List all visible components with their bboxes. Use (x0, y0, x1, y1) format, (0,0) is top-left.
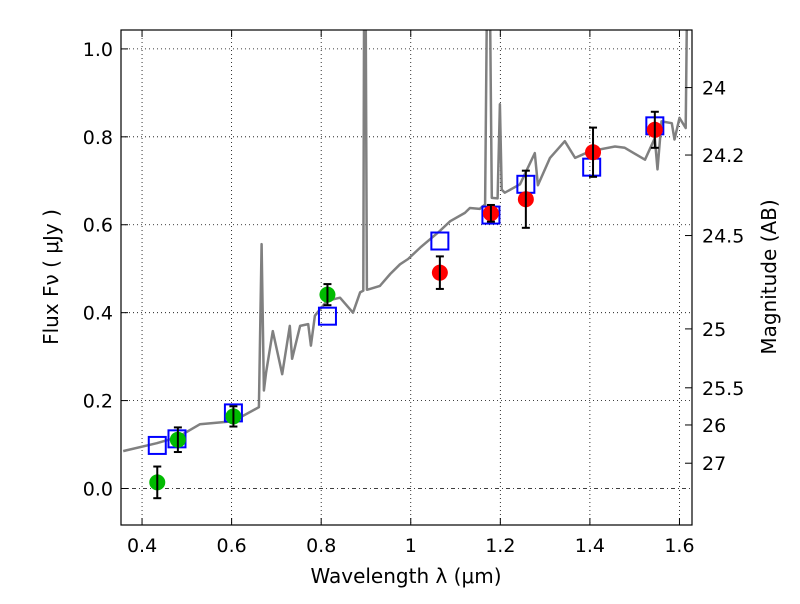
y-tick-label: 1.0 (83, 39, 113, 61)
y-axis-right-label: Magnitude (AB) (757, 199, 781, 354)
spectrum-line (122, 30, 689, 453)
axes: 0.4 0.6 0.8 1 1.2 1.4 1.6 0.0 0.2 0.4 0.6 0.8 1.0 24 2… (83, 30, 744, 557)
model-square (317, 306, 337, 326)
y-tick-label: 0.8 (83, 127, 113, 149)
y-axis-label: Flux Fν ( μJy ) (39, 209, 63, 345)
right-tick-label: 25.5 (702, 378, 744, 400)
x-axis-label: Wavelength λ (μm) (310, 564, 501, 588)
y-tick-label: 0.2 (83, 391, 113, 413)
y-tick-label: 0.0 (83, 479, 113, 501)
right-tick-label: 27 (702, 453, 726, 475)
x-tick-label: 1 (405, 535, 417, 557)
grid (121, 30, 692, 525)
x-tick-label: 1.6 (664, 535, 694, 557)
x-tick-label: 0.6 (217, 535, 247, 557)
model-square (582, 157, 602, 177)
right-tick-label: 24.2 (702, 145, 744, 167)
plot-area (122, 30, 689, 500)
model-square (430, 231, 450, 251)
x-tick-label: 1.2 (485, 535, 515, 557)
y-tick-label: 0.4 (83, 303, 113, 325)
right-tick-label: 24 (702, 78, 726, 100)
y-tick-label: 0.6 (83, 215, 113, 237)
x-tick-label: 1.4 (575, 535, 605, 557)
right-tick-label: 25 (702, 319, 726, 341)
model-square (147, 435, 167, 455)
x-tick-label: 0.8 (306, 535, 336, 557)
x-tick-label: 0.4 (127, 535, 157, 557)
plot-frame (120, 29, 693, 526)
right-tick-label: 24.5 (702, 226, 744, 248)
right-tick-label: 26 (702, 415, 726, 437)
